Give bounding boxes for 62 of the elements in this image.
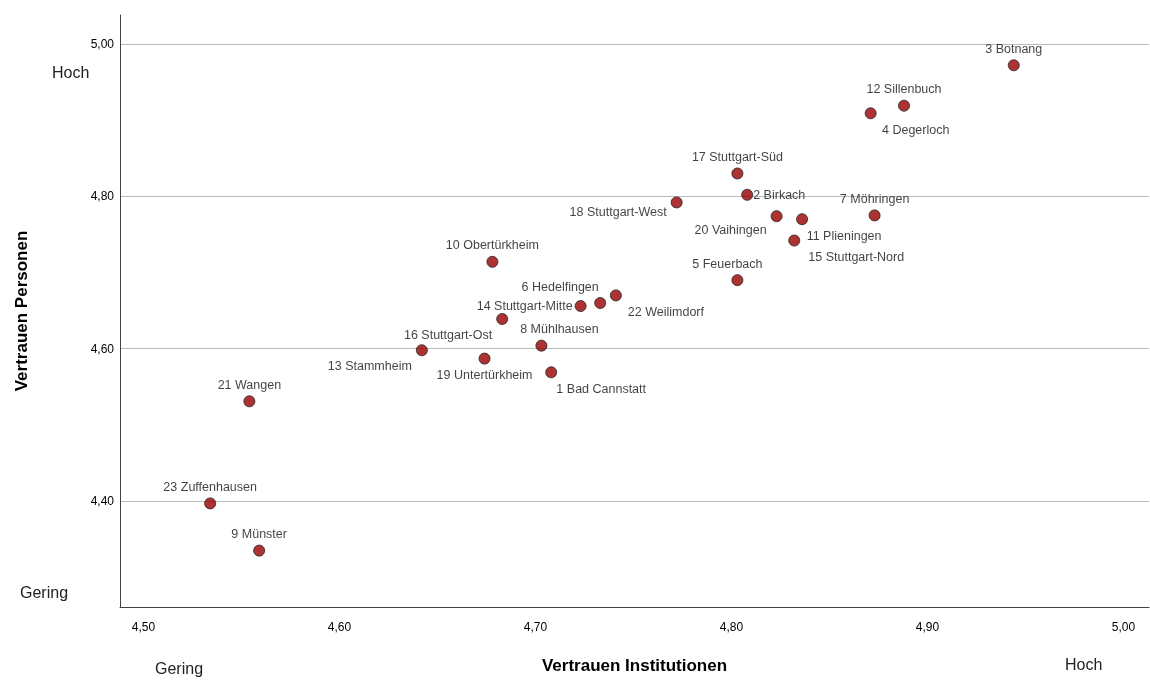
text: Hoch — [52, 63, 90, 81]
point — [486, 255, 499, 268]
x-axis-title: Vertrauen Institutionen — [541, 656, 728, 675]
x-tick-label: 4,60 — [327, 620, 352, 634]
annotation: 16 Stuttgart-Ost — [403, 328, 493, 342]
x-tick-label: 5,00 — [1111, 620, 1136, 634]
point — [731, 274, 744, 287]
point — [670, 196, 683, 209]
point — [741, 188, 754, 201]
annotation: 1 Bad Cannstatt — [556, 381, 647, 396]
annotation: 2 Birkach — [753, 187, 806, 202]
y-tick-label: 4,60 — [90, 341, 115, 356]
point — [864, 107, 877, 120]
x-tick-label: 4,90 — [915, 620, 940, 634]
point — [545, 366, 558, 379]
point — [496, 313, 509, 325]
point — [243, 395, 256, 408]
point — [1007, 59, 1020, 72]
annotation: 9 Münster — [231, 527, 287, 542]
annotation: 17 Stuttgart-Süd — [691, 149, 783, 164]
point — [770, 210, 783, 223]
point — [253, 544, 266, 557]
y-tick-label: 5,00 — [90, 36, 115, 51]
point — [594, 297, 607, 309]
annotation: 8 Mühlhausen — [520, 322, 599, 337]
annotation: 4 Degerloch — [881, 122, 950, 137]
text: Gering — [155, 659, 204, 677]
annotation: 15 Stuttgart-Nord — [808, 250, 905, 265]
annotation: 11 Plieningen — [806, 228, 882, 243]
annotation: 12 Sillenbuch — [866, 82, 942, 97]
y-axis-title: Vertrauen Personen — [12, 230, 31, 392]
point — [609, 289, 622, 302]
point — [478, 352, 491, 365]
point — [574, 300, 587, 313]
annotation: 3 Botnang — [985, 41, 1043, 56]
annotation: 20 Vaihingen — [694, 223, 767, 238]
text: Hoch — [1065, 655, 1103, 673]
point — [796, 213, 809, 226]
annotation: 23 Zuffenhausen — [163, 479, 257, 494]
y-tick-label: 4,40 — [90, 494, 115, 509]
point — [204, 497, 217, 510]
x-tick-label: 4,50 — [131, 620, 156, 634]
point — [731, 167, 744, 180]
x-tick-label: 4,80 — [719, 620, 744, 634]
x-tick-label: 4,70 — [523, 620, 548, 634]
annotation: 5 Feuerbach — [692, 256, 763, 271]
point — [788, 234, 801, 247]
annotation: 6 Hedelfingen — [521, 279, 599, 294]
annotation: 18 Stuttgart-West — [569, 205, 668, 220]
annotation: 7 Möhringen — [839, 191, 910, 206]
annotation: 13 Stammheim — [327, 359, 412, 374]
annotation: 21 Wangen — [217, 377, 282, 392]
annotation: 14 Stuttgart-Mitte — [476, 299, 573, 314]
annotation: 10 Obertürkheim — [445, 238, 539, 253]
text: Gering — [20, 583, 69, 601]
point — [415, 344, 428, 357]
point — [868, 209, 881, 222]
annotation: 19 Untertürkheim — [436, 368, 533, 383]
point — [535, 339, 548, 352]
point — [898, 99, 910, 112]
annotation: 22 Weilimdorf — [627, 304, 705, 319]
y-tick-label: 4,80 — [90, 189, 115, 204]
